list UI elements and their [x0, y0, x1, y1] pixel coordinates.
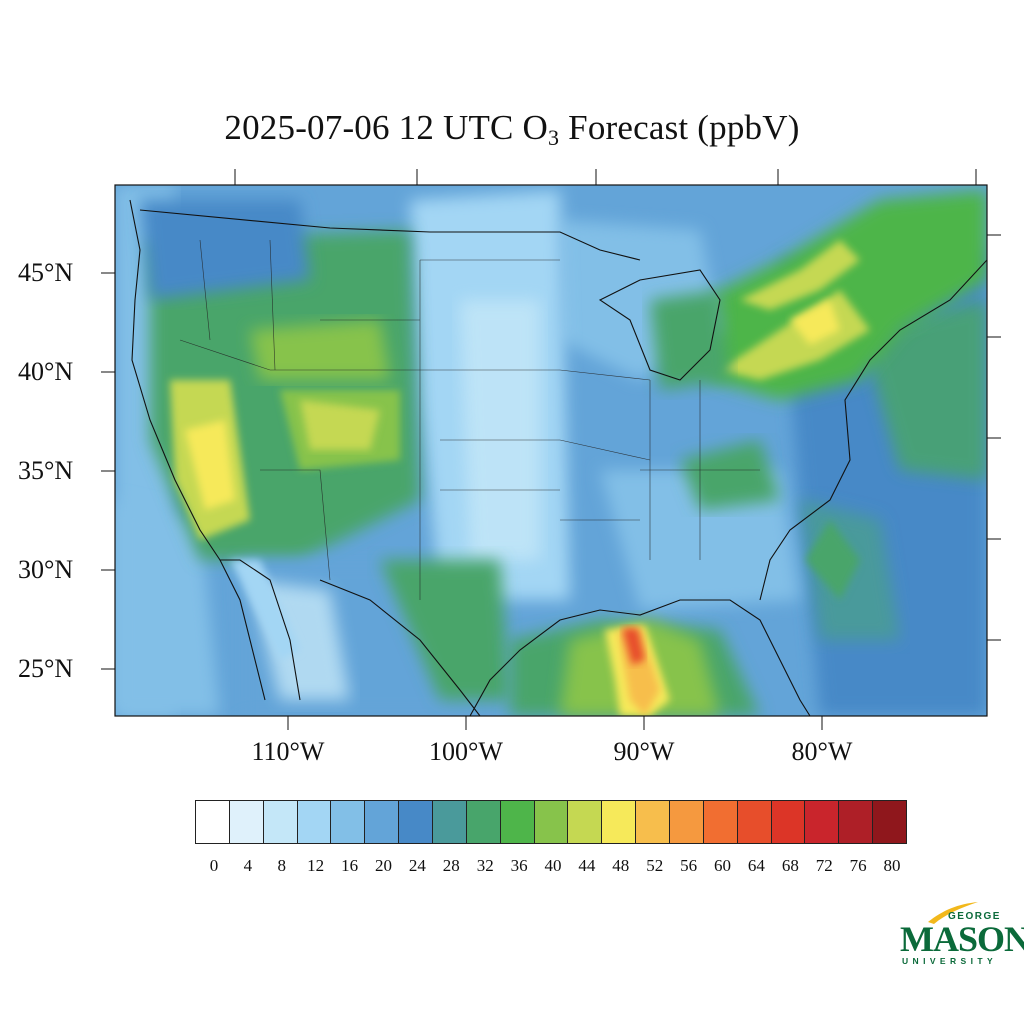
colorbar-tick-24: 24: [408, 856, 426, 875]
logo-swoosh-icon: [928, 902, 978, 924]
lon-label-90w: 90°W: [613, 737, 675, 766]
colorbar-bin-13: [636, 801, 671, 843]
map-title: 2025-07-06 12 UTC O3 Forecast (ppbV): [224, 108, 800, 150]
colorbar-bin-12: [602, 801, 637, 843]
logo-george: GEORGE: [948, 911, 1001, 922]
colorbar-bin-5: [365, 801, 400, 843]
lat-label-35: 35°N: [18, 456, 74, 485]
map-frame: [114, 184, 988, 717]
coastlines: [129, 199, 987, 716]
colorbar-tick-36: 36: [510, 856, 528, 875]
colorbar-bin-18: [805, 801, 840, 843]
colorbar-tick-0: 0: [209, 856, 219, 875]
colorbar-tick-60: 60: [714, 856, 732, 875]
colorbar-bin-8: [466, 801, 501, 843]
colorbar-bin-7: [433, 801, 467, 843]
colorbar-bin-6: [399, 801, 434, 843]
logo-mason: MASON: [900, 919, 1024, 959]
concentration-field: [115, 185, 987, 716]
colorbar-tick-56: 56: [680, 856, 698, 875]
colorbar-bin-14: [670, 801, 704, 843]
colorbar-bin-4: [331, 801, 366, 843]
colorbar-tick-44: 44: [578, 856, 596, 875]
colorbar-tick-4: 4: [243, 856, 253, 875]
lat-label-40: 40°N: [18, 357, 74, 386]
colorbar-bin-10: [534, 801, 569, 843]
colorbar-tick-72: 72: [815, 856, 833, 875]
colorbar-tick-28: 28: [442, 856, 460, 875]
logo-university: UNIVERSITY: [902, 956, 998, 966]
colorbar-bin-0: [196, 801, 230, 843]
colorbar-bin-3: [297, 801, 332, 843]
lat-label-25: 25°N: [18, 654, 74, 683]
state-borders: [179, 239, 760, 600]
colorbar-bin-1: [229, 801, 264, 843]
colorbar-bin-9: [500, 801, 535, 843]
colorbar-tick-52: 52: [646, 856, 664, 875]
colorbar-tick-76: 76: [849, 856, 867, 875]
colorbar-tick-64: 64: [747, 856, 765, 875]
lat-label-45: 45°N: [18, 258, 74, 287]
colorbar-tick-68: 68: [781, 856, 799, 875]
colorbar-bin-15: [703, 801, 738, 843]
colorbar-bin-2: [263, 801, 298, 843]
colorbar-tick-48: 48: [612, 856, 630, 875]
frame-ticks: [101, 169, 1001, 730]
colorbar-bin-11: [568, 801, 603, 843]
lon-label-80w: 80°W: [791, 737, 853, 766]
lat-label-30: 30°N: [18, 555, 74, 584]
colorbar-bin-17: [771, 801, 806, 843]
gmu-logo: GEORGE MASON UNIVERSITY: [898, 900, 1024, 972]
colorbar-tick-8: 8: [277, 856, 287, 875]
colorbar-tick-20: 20: [374, 856, 392, 875]
colorbar-tick-40: 40: [544, 856, 562, 875]
colorbar-tick-32: 32: [476, 856, 494, 875]
colorbar-bin-20: [873, 801, 907, 843]
lon-label-110w: 110°W: [251, 737, 325, 766]
colorbar-bin-19: [839, 801, 874, 843]
colorbar-bin-16: [737, 801, 772, 843]
colorbar-tick-80: 80: [883, 856, 901, 875]
colorbar: [195, 800, 907, 844]
lon-label-100w: 100°W: [429, 737, 503, 766]
colorbar-tick-12: 12: [307, 856, 325, 875]
colorbar-tick-16: 16: [341, 856, 359, 875]
